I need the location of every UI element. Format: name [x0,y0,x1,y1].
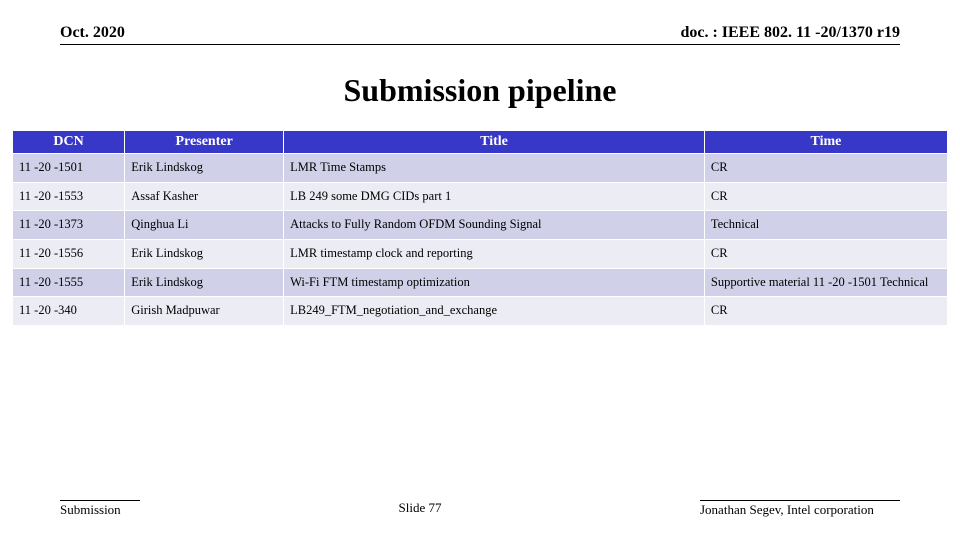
table-cell: Wi-Fi FTM timestamp optimization [284,268,705,297]
table-cell: 11 -20 -1373 [13,211,125,240]
table-cell: CR [704,239,947,268]
header-date: Oct. 2020 [60,24,125,42]
table-cell: Supportive material 11 -20 -1501 Technic… [704,268,947,297]
table-cell: CR [704,297,947,326]
table-body: 11 -20 -1501Erik LindskogLMR Time Stamps… [13,154,948,326]
table-cell: Attacks to Fully Random OFDM Sounding Si… [284,211,705,240]
table-header-cell: Presenter [125,131,284,154]
table-cell: Girish Madpuwar [125,297,284,326]
table-cell: 11 -20 -1556 [13,239,125,268]
table-row: 11 -20 -1555Erik LindskogWi-Fi FTM times… [13,268,948,297]
table-cell: Erik Lindskog [125,239,284,268]
footer-left: Submission [60,500,140,518]
table-cell: Erik Lindskog [125,154,284,183]
table-header-cell: Title [284,131,705,154]
table-row: 11 -20 -1556Erik LindskogLMR timestamp c… [13,239,948,268]
table-cell: LMR Time Stamps [284,154,705,183]
table-cell: LB 249 some DMG CIDs part 1 [284,182,705,211]
table-row: 11 -20 -1501Erik LindskogLMR Time Stamps… [13,154,948,183]
table-cell: 11 -20 -1501 [13,154,125,183]
table-cell: Assaf Kasher [125,182,284,211]
table-cell: Qinghua Li [125,211,284,240]
table-cell: LMR timestamp clock and reporting [284,239,705,268]
table-cell: 11 -20 -1555 [13,268,125,297]
header-doc-id: doc. : IEEE 802. 11 -20/1370 r19 [680,24,900,42]
table-cell: Technical [704,211,947,240]
table-header-cell: Time [704,131,947,154]
table-header-row: DCNPresenterTitleTime [13,131,948,154]
footer-bar: Submission Slide 77 Jonathan Segev, Inte… [60,500,900,518]
footer-author: Jonathan Segev, Intel corporation [700,500,900,518]
page-title: Submission pipeline [0,72,960,109]
submission-table: DCNPresenterTitleTime 11 -20 -1501Erik L… [12,130,948,326]
table-cell: 11 -20 -340 [13,297,125,326]
table-cell: CR [704,182,947,211]
table-header-cell: DCN [13,131,125,154]
table-cell: LB249_FTM_negotiation_and_exchange [284,297,705,326]
table-cell: 11 -20 -1553 [13,182,125,211]
table-row: 11 -20 -1553Assaf KasherLB 249 some DMG … [13,182,948,211]
table-cell: CR [704,154,947,183]
header-bar: Oct. 2020 doc. : IEEE 802. 11 -20/1370 r… [60,24,900,45]
table-row: 11 -20 -1373Qinghua LiAttacks to Fully R… [13,211,948,240]
table-cell: Erik Lindskog [125,268,284,297]
table-row: 11 -20 -340Girish MadpuwarLB249_FTM_nego… [13,297,948,326]
footer-slide-number: Slide 77 [140,500,700,518]
submission-table-wrap: DCNPresenterTitleTime 11 -20 -1501Erik L… [12,130,948,326]
